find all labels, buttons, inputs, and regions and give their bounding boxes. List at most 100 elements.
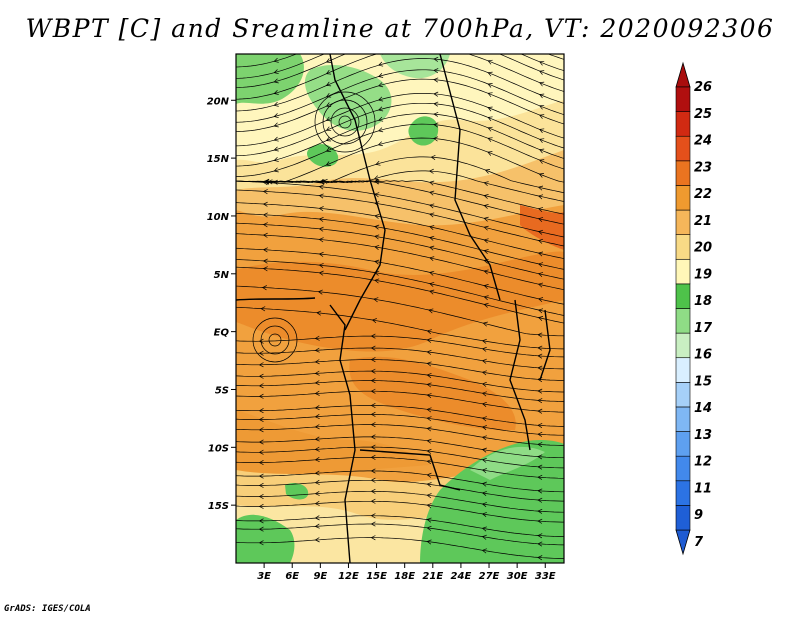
- streamline-arrow: [429, 289, 435, 295]
- border-line-3: [329, 304, 356, 563]
- lon-tick-label: 33E: [535, 571, 556, 582]
- colorbar-label: 11: [694, 481, 712, 496]
- colorbar-label: 14: [694, 401, 712, 416]
- streamline-arrow: [426, 416, 432, 422]
- streamline-arrow: [537, 345, 543, 351]
- border-line-4: [509, 299, 531, 451]
- streamline-arrow: [273, 69, 279, 75]
- streamline-arrow: [262, 212, 268, 218]
- streamline-arrow: [481, 425, 487, 431]
- streamline-arrow: [316, 310, 322, 316]
- colorbar-swatch: [675, 160, 691, 186]
- streamline-arrow: [537, 262, 544, 268]
- streamline-arrow: [539, 159, 545, 164]
- streamline-arrow: [537, 555, 543, 561]
- streamline-arrow: [318, 226, 324, 232]
- streamline-arrow: [487, 126, 493, 132]
- lon-tick-label: 30E: [507, 571, 528, 582]
- streamline-arrow: [314, 370, 320, 376]
- streamline-arrow: [262, 266, 268, 272]
- streamline-arrow: [325, 116, 332, 122]
- streamline-arrow: [325, 69, 332, 75]
- streamline: [236, 490, 564, 513]
- streamline-arrow: [481, 447, 487, 453]
- streamline-arrow: [374, 278, 380, 284]
- streamline: [236, 137, 564, 183]
- colorbar-swatch: [675, 382, 691, 408]
- streamline-arrow: [258, 393, 264, 399]
- lon-tick-label: 18E: [394, 571, 415, 582]
- streamline-arrow: [487, 106, 493, 112]
- streamline: [236, 446, 564, 469]
- streamline-arrow: [426, 459, 432, 465]
- streamline: [236, 285, 564, 337]
- streamline-arrow: [370, 513, 376, 519]
- streamline-arrow: [481, 346, 487, 352]
- colorbar-swatch: [675, 135, 691, 162]
- streamline: [236, 306, 564, 350]
- streamline-arrow: [314, 457, 320, 463]
- streamline-arrow: [318, 270, 324, 276]
- streamline-arrow: [487, 71, 493, 77]
- colorbar-low-arrow: [675, 529, 691, 556]
- streamline-arrow: [273, 57, 279, 63]
- lon-tick-label: 21E: [422, 571, 443, 582]
- streamline-arrow: [483, 284, 489, 289]
- streamline-arrow: [426, 472, 432, 478]
- streamline-arrow: [481, 391, 487, 397]
- streamline-arrow: [426, 517, 432, 523]
- streamline-arrow: [481, 548, 487, 554]
- colorbar-swatch: [675, 480, 691, 506]
- streamline: [236, 405, 564, 427]
- border-line-1: [329, 54, 386, 331]
- map-frame: [235, 53, 565, 564]
- streamline-arrow: [429, 225, 435, 231]
- streamline-arrow: [483, 225, 489, 231]
- streamline-arrow: [273, 90, 279, 95]
- streamline-arrow: [318, 206, 324, 212]
- streamline-arrow: [433, 136, 439, 142]
- streamline-arrow: [481, 468, 487, 474]
- streamline-arrow: [314, 335, 320, 341]
- colorbar-swatch: [675, 234, 691, 260]
- streamline-arrow: [487, 137, 493, 143]
- streamline-arrow: [429, 256, 435, 262]
- streamline-arrow: [488, 49, 493, 53]
- streamline-arrow: [481, 416, 487, 422]
- streamline-arrow: [377, 141, 383, 147]
- streamline: [236, 266, 564, 324]
- streamline-arrow: [258, 540, 264, 546]
- streamline-arrow: [262, 247, 268, 253]
- streamline-arrow: [483, 203, 489, 209]
- streamline-arrow: [258, 459, 264, 466]
- streamline-arrow: [327, 49, 332, 53]
- streamline-vortex: [338, 115, 352, 129]
- streamline-arrow: [433, 77, 439, 83]
- streamline-arrow: [426, 382, 432, 388]
- streamline-arrow: [537, 353, 543, 359]
- streamline-arrow: [537, 398, 543, 404]
- streamline-arrow: [318, 263, 324, 268]
- lon-tick-label: 27E: [479, 571, 500, 582]
- streamline-arrow: [537, 388, 543, 394]
- streamline-arrow: [258, 427, 264, 433]
- streamline-arrow: [483, 295, 489, 301]
- streamline-arrow: [379, 29, 383, 33]
- streamline-arrow: [262, 180, 268, 186]
- streamline-vortex: [268, 333, 282, 347]
- streamline-arrow: [481, 435, 487, 441]
- streamline-arrow: [318, 237, 324, 243]
- streamline-arrow: [426, 539, 432, 545]
- streamline-arrow: [537, 217, 544, 222]
- streamline-arrow: [314, 500, 320, 506]
- streamline-arrow: [483, 216, 489, 222]
- streamline: [236, 424, 564, 446]
- streamline-arrow: [370, 444, 376, 450]
- streamline-arrow: [273, 136, 279, 142]
- grads-credit: GrADS: IGES/COLA: [4, 604, 91, 614]
- colorbar-swatch: [675, 111, 691, 137]
- streamline-arrow: [433, 56, 439, 62]
- streamline-arrow: [325, 136, 332, 142]
- wbpt-fill-22-23-congo: [349, 356, 516, 431]
- wbpt-fill-green-nw: [236, 54, 304, 104]
